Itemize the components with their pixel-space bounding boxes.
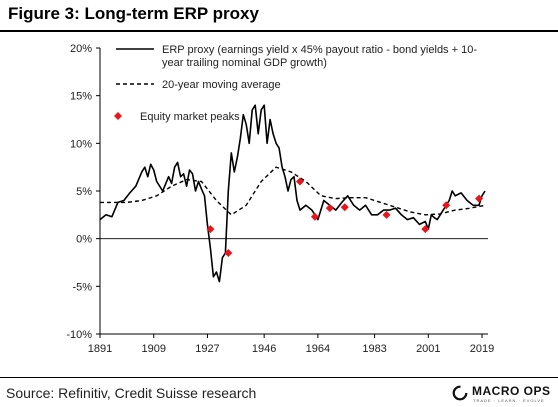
title-rule: [0, 30, 558, 32]
peak-marker: [475, 194, 484, 203]
series-lines: [99, 104, 486, 283]
x-tick-label: 2019: [470, 343, 494, 355]
peak-marker: [224, 248, 233, 257]
legend-peaks-label: Equity market peaks: [140, 111, 240, 123]
x-tick-label: 2001: [416, 343, 440, 355]
legend-erp-label-line2: year trailing nominal GDP growth): [162, 57, 327, 69]
figure-title: Figure 3: Long-term ERP proxy: [8, 4, 259, 23]
macro-ops-logo: MACRO OPS TRADE · LEARN · EVOLVE: [452, 383, 556, 405]
x-tick-label: 1909: [141, 343, 165, 355]
y-tick-label: -10%: [66, 329, 92, 341]
y-tick-label: 5%: [76, 186, 92, 198]
legend-peaks-swatch: [114, 112, 122, 120]
y-axis-ticks: -10% -5% 0% 5% 10% 15% 20%: [66, 43, 100, 341]
logo-text: MACRO OPS: [472, 384, 551, 398]
x-tick-label: 1983: [362, 343, 386, 355]
peak-marker: [325, 204, 334, 213]
y-tick-label: 20%: [70, 43, 92, 55]
logo-ring-icon: [452, 385, 468, 401]
erp-proxy-line: [99, 104, 486, 283]
erp-line-chart: -10% -5% 0% 5% 10% 15% 20% 1891 1909 1927 1946 196…: [66, 43, 494, 355]
peak-marker: [310, 212, 319, 221]
peak-markers: [206, 177, 484, 257]
x-tick-label: 1946: [252, 343, 276, 355]
peak-marker: [295, 177, 304, 186]
moving-average-line: [100, 166, 486, 216]
peak-marker: [421, 225, 430, 234]
logo-tagline: TRADE · LEARN · EVOLVE: [473, 398, 545, 403]
chart-axes: [99, 48, 488, 335]
legend-erp-label-line1: ERP proxy (earnings yield x 45% payout r…: [162, 44, 477, 56]
x-axis-ticks: 1891 1909 1927 1946 1964 1983 2001 2019: [88, 334, 494, 355]
peak-marker: [382, 210, 391, 219]
y-tick-label: -5%: [72, 281, 92, 293]
y-tick-label: 10%: [70, 138, 92, 150]
source-note: Source: Refinitiv, Credit Suisse researc…: [6, 385, 257, 401]
x-tick-label: 1891: [88, 343, 112, 355]
source-rule: [0, 377, 558, 378]
y-tick-label: 15%: [70, 91, 92, 103]
y-tick-label: 0%: [76, 234, 92, 246]
chart-legend: ERP proxy (earnings yield x 45% payout r…: [114, 44, 477, 123]
x-tick-label: 1927: [195, 343, 219, 355]
peak-marker: [206, 225, 215, 234]
legend-erp-label: ERP proxy (earnings yield x 45% payout r…: [162, 44, 477, 69]
legend-ma-label: 20-year moving average: [162, 79, 281, 91]
x-tick-label: 1964: [306, 343, 330, 355]
peak-marker: [442, 201, 451, 210]
peak-marker: [340, 203, 349, 212]
